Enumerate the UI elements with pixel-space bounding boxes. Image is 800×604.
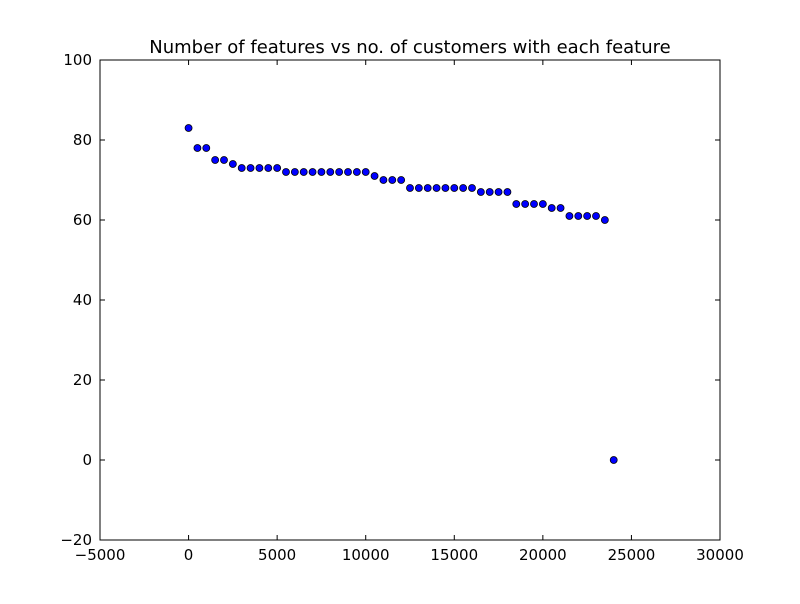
data-point — [220, 156, 228, 164]
data-point — [485, 188, 494, 196]
y-tick-label: −20 — [60, 531, 92, 549]
data-point — [202, 144, 211, 152]
data-point — [530, 200, 538, 208]
data-point — [547, 204, 556, 212]
data-point — [538, 200, 547, 208]
data-point — [406, 184, 414, 192]
plot-area: −5000 0 5000 10000 15000 20000 25000 30000 −20 0 2… — [60, 51, 744, 564]
data-point — [494, 188, 503, 196]
data-point — [370, 172, 379, 180]
x-tick-label: 15000 — [430, 546, 478, 564]
x-tick-label: −5000 — [75, 546, 126, 564]
data-point — [379, 176, 388, 184]
data-point — [326, 168, 335, 176]
chart-title: Number of features vs no. of customers w… — [149, 37, 670, 58]
data-point — [468, 184, 476, 192]
data-point — [414, 184, 423, 192]
data-point — [574, 212, 583, 220]
data-point — [361, 168, 370, 176]
data-point — [423, 184, 432, 192]
x-tick-label: 20000 — [519, 546, 567, 564]
data-point — [290, 168, 299, 176]
data-point — [476, 188, 485, 196]
y-tick-label: 20 — [73, 371, 92, 389]
data-point — [583, 212, 592, 220]
data-point — [397, 176, 406, 184]
data-point — [184, 124, 193, 132]
data-point — [228, 160, 237, 168]
data-point — [556, 204, 565, 212]
data-point — [299, 168, 308, 176]
y-tick-label: 80 — [73, 131, 92, 149]
data-point — [592, 212, 600, 220]
x-tick-label: 0 — [184, 546, 194, 564]
data-point — [459, 184, 468, 192]
data-point — [246, 164, 255, 172]
data-point — [344, 168, 352, 176]
data-point — [503, 188, 512, 196]
y-tick-label: 0 — [82, 451, 92, 469]
data-point — [565, 212, 574, 220]
data-point — [237, 164, 246, 172]
data-point — [521, 200, 530, 208]
data-point — [352, 168, 361, 176]
data-point — [600, 216, 609, 224]
axes-frame — [99, 59, 721, 541]
x-tick-label: 10000 — [342, 546, 390, 564]
data-point — [264, 164, 273, 172]
data-point — [441, 184, 450, 192]
x-tick-label: 5000 — [258, 546, 296, 564]
data-point — [335, 168, 344, 176]
data-point — [388, 176, 397, 184]
y-tick-label: 100 — [63, 51, 92, 69]
data-point — [450, 184, 459, 192]
data-point — [432, 184, 441, 192]
data-point — [317, 168, 326, 176]
data-point — [211, 156, 220, 164]
y-tick-label: 60 — [73, 211, 92, 229]
data-point — [282, 168, 290, 176]
data-point — [308, 168, 317, 176]
data-point — [512, 200, 521, 208]
x-tick-label: 25000 — [608, 546, 656, 564]
data-point — [609, 456, 618, 464]
data-point — [193, 144, 202, 152]
data-point — [273, 164, 282, 172]
x-tick-label: 30000 — [696, 546, 744, 564]
data-point — [255, 164, 264, 172]
y-tick-label: 40 — [73, 291, 92, 309]
